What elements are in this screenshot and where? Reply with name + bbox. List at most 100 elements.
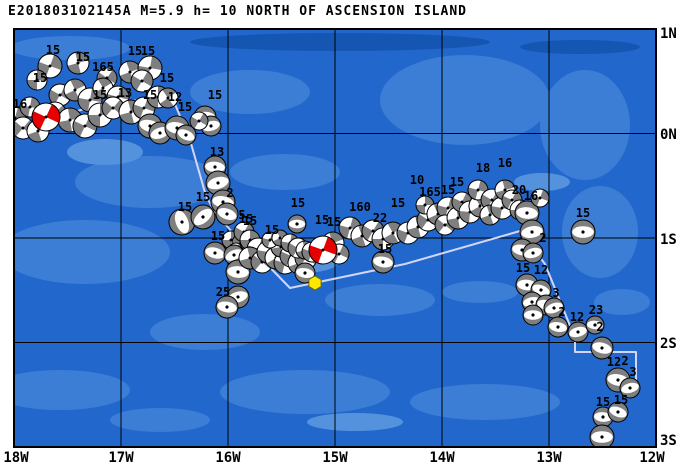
x-axis-label: 16W [215,450,241,466]
magnitude-label: 15 [141,44,155,58]
focal-mechanism-symbol [215,202,239,226]
focal-mechanism-symbol [175,124,197,146]
magnitude-label: 2 [539,231,546,245]
focal-mechanism-symbol [590,336,614,360]
magnitude-label: 2 [558,305,565,319]
bathymetry-patch [150,314,260,350]
magnitude-label: 15 [265,223,279,237]
bathymetry-patch [14,36,130,60]
bathymetry-patch [307,413,403,431]
bathymetry-patch [14,220,170,284]
magnitude-label: 2 [621,354,628,368]
y-axis-label: 3S [660,433,677,449]
magnitude-label: 2 [596,320,603,334]
x-axis-label: 14W [429,450,455,466]
magnitude-label: 15 [208,88,222,102]
magnitude-label: 16 [498,156,512,170]
magnitude-label: 15 [178,100,192,114]
y-axis-label: 1S [660,232,677,248]
magnitude-label: 22 [373,211,387,225]
focal-mechanism-symbol [567,321,589,343]
focal-mechanism-symbol [514,200,540,226]
map-title: E201803102145A M=5.9 h= 10 NORTH OF ASCE… [8,4,467,19]
magnitude-label: 15 [93,88,107,102]
magnitude-label: 5 [238,208,245,222]
focal-mechanism-symbol [26,69,48,91]
magnitude-label: 15 [516,261,530,275]
bathymetry-patch [67,139,143,165]
magnitude-label: 25 [216,285,230,299]
x-axis-label: 13W [536,450,562,466]
magnitude-label: 15 [33,71,47,85]
bathymetry-patch [190,33,490,51]
bathymetry-patch [110,408,210,432]
magnitude-label: 15 [614,393,628,407]
focal-mechanism-symbol [371,250,395,274]
bathymetry-patch [520,40,640,54]
magnitude-label: 2 [226,186,233,200]
magnitude-label: 15 [378,242,392,256]
magnitude-label: 16 [524,189,538,203]
bathymetry-patch [325,284,435,316]
focal-mechanism-symbol [589,424,615,447]
bathymetry-patch [514,173,570,191]
magnitude-label: 12 [570,310,584,324]
focal-mechanism-symbol [522,242,544,264]
focal-mechanism-symbol [157,87,179,109]
focal-mechanism-symbol [189,111,209,131]
x-axis-label: 18W [3,450,29,466]
magnitude-label: 15 [576,206,590,220]
bathymetry-patch [442,281,518,303]
magnitude-label: 13 [210,145,224,159]
focal-mechanism-symbol [519,219,545,245]
magnitude-label: 15 [243,214,257,228]
bathymetry-patch [410,384,560,420]
focal-mechanism-highlighted [31,102,61,132]
focal-mechanism-layer [14,51,641,447]
focal-mechanism-symbol [543,297,565,319]
bathymetry-patch [75,156,225,208]
y-axis-label: 0N [660,127,677,143]
focal-mechanism-symbol [522,304,544,326]
magnitude-label: 12 [168,90,182,104]
magnitude-label: 16 [13,97,27,111]
focal-mechanism-symbol [190,204,216,230]
magnitude-label: 15 [239,212,253,226]
focal-mechanism-symbol [547,316,569,338]
magnitude-label: 15 [441,183,455,197]
focal-mechanism-symbol [530,188,550,208]
magnitude-label: 160 [349,200,371,214]
magnitude-label: 15 [178,200,192,214]
bathymetry-patch [540,70,630,180]
magnitude-label: 165 [419,185,441,199]
focal-mechanism-symbol [215,295,239,319]
focal-mechanism-symbol [585,315,605,335]
magnitude-label: 15 [143,88,157,102]
focal-mechanism-symbol [66,51,90,75]
magnitude-label: 15 [596,395,610,409]
magnitude-label: 13 [118,86,132,100]
x-axis-label: 15W [322,450,348,466]
magnitude-label: 12 [534,263,548,277]
magnitude-label: 15 [291,196,305,210]
bathymetry-patch [230,154,340,190]
magnitude-label: 165 [92,60,114,74]
bathymetry-patch [14,370,130,410]
magnitude-label: 20 [512,183,526,197]
focal-mechanism-symbol [148,121,172,145]
map-frame [13,28,657,448]
focal-mechanism-symbol [294,262,316,284]
y-axis-label: 1N [660,26,677,42]
magnitude-label: 15 [128,44,142,58]
bathymetry-patch [190,70,310,114]
focal-mechanism-symbol [63,78,87,102]
magnitude-label: 23 [589,303,603,317]
magnitude-label: 18 [476,161,490,175]
magnitude-label: 15 [391,196,405,210]
magnitude-label: 3 [629,365,636,379]
magnitude-label: 15 [450,175,464,189]
bathymetry-patch [562,186,638,278]
